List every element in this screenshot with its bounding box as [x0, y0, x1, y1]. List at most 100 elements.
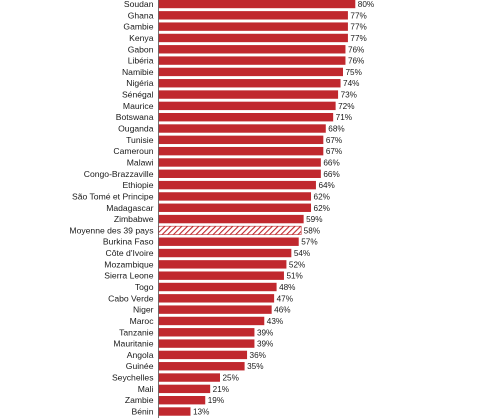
bar-liberia	[158, 56, 346, 65]
value-label-ethiopie: 64%	[318, 181, 334, 190]
bar-nigeria	[158, 79, 341, 88]
value-label-niger: 46%	[274, 306, 290, 315]
category-label-togo: Togo	[135, 282, 154, 292]
value-label-cameroun: 67%	[326, 147, 342, 156]
category-label-ghana: Ghana	[128, 10, 154, 20]
bar-mali	[158, 384, 211, 394]
value-label-mozambique: 52%	[289, 260, 305, 269]
value-label-senegal: 73%	[341, 91, 357, 100]
value-label-namibie: 75%	[346, 68, 362, 77]
value-label-mali: 21%	[213, 385, 229, 394]
category-label-zambie: Zambie	[125, 395, 154, 405]
value-label-mauritanie: 39%	[257, 340, 273, 349]
category-label-soudan: Soudan	[124, 0, 154, 9]
bar-zambie	[158, 396, 206, 405]
value-label-ghana: 77%	[350, 11, 366, 20]
bar-niger	[158, 305, 272, 314]
bar-cameroun	[158, 146, 324, 156]
category-label-benin: Bénin	[132, 407, 154, 417]
value-label-maurice: 72%	[338, 102, 354, 111]
bar-guinee	[158, 362, 245, 371]
bar-malawi	[158, 158, 321, 167]
value-labels: 80% 77% 77% 77% 76% 76% 75% 74% 73% 72% 71% 68% 67% 6…	[193, 0, 374, 417]
bars-layer	[158, 0, 356, 416]
bar-tunisie	[158, 135, 324, 145]
category-label-senegal: Sénégal	[122, 90, 154, 100]
value-label-angola: 36%	[250, 351, 266, 360]
value-label-ouganda: 68%	[328, 125, 344, 134]
value-label-kenya: 77%	[350, 34, 366, 43]
category-label-mauritanie: Mauritanie	[113, 339, 153, 349]
value-label-liberia: 76%	[348, 57, 364, 66]
value-label-zimbabwe: 59%	[306, 215, 322, 224]
value-label-benin: 13%	[193, 408, 209, 417]
category-label-malawi: Malawi	[127, 157, 154, 167]
bar-maroc	[158, 316, 265, 326]
category-label-sao-tome-et-principe: São Tomé et Principe	[72, 191, 154, 201]
value-label-sierra-leone: 51%	[286, 272, 302, 281]
category-label-ouganda: Ouganda	[118, 124, 154, 134]
category-label-botswana: Botswana	[116, 112, 154, 122]
category-label-cabo-verde: Cabo Verde	[108, 293, 154, 303]
value-label-sao-tome-et-principe: 62%	[314, 192, 330, 201]
category-label-maurice: Maurice	[123, 101, 154, 111]
bar-seychelles	[158, 373, 220, 382]
category-label-tanzanie: Tanzanie	[119, 327, 154, 337]
bar-mauritanie	[158, 339, 255, 348]
bar-namibie	[158, 67, 343, 77]
bar-mozambique	[158, 260, 287, 269]
bar-togo	[158, 282, 277, 292]
bar-burkina-faso	[158, 237, 299, 246]
value-label-cabo-verde: 47%	[277, 294, 293, 303]
value-label-nigeria: 74%	[343, 79, 359, 88]
bar-ethiopie	[158, 180, 316, 190]
bar-ghana	[158, 11, 348, 20]
bar-sao-tome-et-principe	[158, 192, 312, 201]
bar-angola	[158, 350, 248, 360]
category-label-nigeria: Nigéria	[126, 78, 153, 88]
bar-moyenne-des-39-pays	[158, 225, 302, 235]
bar-madagascar	[158, 203, 312, 212]
bar-ouganda	[158, 124, 326, 133]
value-label-madagascar: 62%	[314, 204, 330, 213]
category-label-maroc: Maroc	[130, 316, 155, 326]
value-label-soudan: 80%	[358, 0, 374, 9]
bar-zimbabwe	[158, 214, 304, 224]
category-label-moyenne-des-39-pays: Moyenne des 39 pays	[69, 225, 153, 235]
category-label-guinee: Guinée	[126, 361, 154, 371]
value-label-guinee: 35%	[247, 362, 263, 371]
category-label-angola: Angola	[127, 350, 154, 360]
category-label-burkina-faso: Burkina Faso	[103, 237, 154, 247]
category-label-kenya: Kenya	[129, 33, 154, 43]
value-label-tanzanie: 39%	[257, 328, 273, 337]
category-label-liberia: Libéria	[128, 56, 154, 66]
bar-senegal	[158, 90, 339, 99]
category-label-niger: Niger	[133, 305, 154, 315]
value-label-togo: 48%	[279, 283, 295, 292]
value-label-gambie: 77%	[350, 23, 366, 32]
value-label-congo-brazzaville: 66%	[323, 170, 339, 179]
value-label-malawi: 66%	[323, 158, 339, 167]
bar-gabon	[158, 45, 346, 54]
value-label-burkina-faso: 57%	[301, 238, 317, 247]
category-label-zimbabwe: Zimbabwe	[114, 214, 154, 224]
category-label-cameroun: Cameroun	[113, 146, 153, 156]
category-label-sierra-leone: Sierra Leone	[104, 271, 153, 281]
value-label-zambie: 19%	[208, 396, 224, 405]
category-label-gambie: Gambie	[123, 22, 153, 32]
category-label-seychelles: Seychelles	[112, 373, 154, 383]
value-label-tunisie: 67%	[326, 136, 342, 145]
value-label-moyenne-des-39-pays: 58%	[304, 226, 320, 235]
bar-congo-brazzaville	[158, 169, 321, 178]
value-label-cote-d-ivoire: 54%	[294, 249, 310, 258]
bar-tanzanie	[158, 328, 255, 337]
bar-cote-d-ivoire	[158, 248, 292, 258]
category-label-cote-d-ivoire: Côte d'Ivoire	[106, 248, 154, 258]
value-label-gabon: 76%	[348, 45, 364, 54]
bar-gambie	[158, 22, 348, 31]
bar-botswana	[158, 113, 334, 122]
category-label-mali: Mali	[138, 384, 154, 394]
bar-kenya	[158, 33, 348, 43]
category-label-madagascar: Madagascar	[106, 203, 153, 213]
